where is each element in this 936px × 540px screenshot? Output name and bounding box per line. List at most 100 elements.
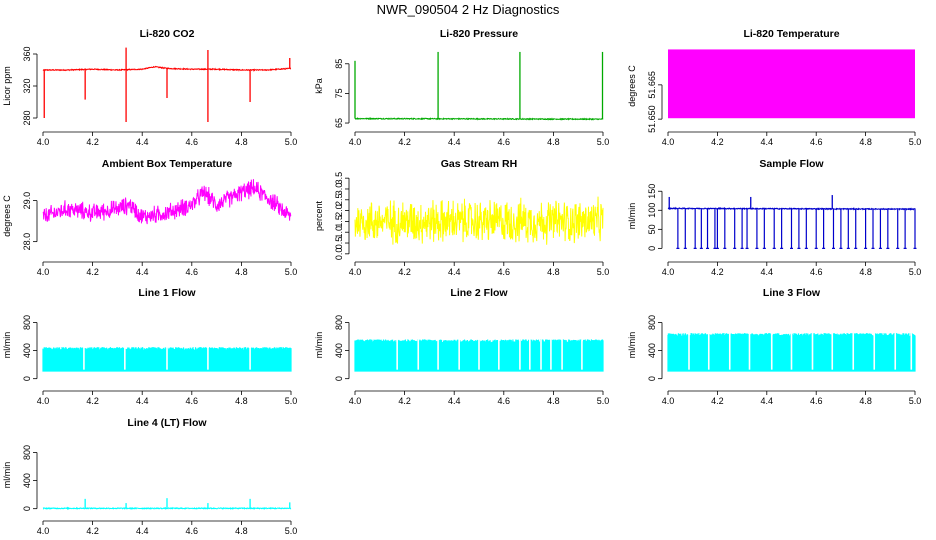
- data-series: [354, 116, 604, 121]
- chart-title: Line 3 Flow: [763, 287, 821, 299]
- chart-title: Line 4 (LT) Flow: [127, 417, 207, 429]
- chart-title: Sample Flow: [759, 158, 824, 170]
- x-tick-label: 5.0: [909, 267, 922, 277]
- data-series: [42, 179, 292, 225]
- x-tick-label: 4.8: [547, 396, 560, 406]
- x-tick-label: 4.2: [86, 396, 99, 406]
- plot-data: [42, 347, 292, 372]
- x-tick-label: 4.6: [810, 137, 823, 147]
- x-tick-label: 4.6: [810, 396, 823, 406]
- x-tick-label: 4.6: [186, 396, 199, 406]
- y-axis-label: degrees C: [2, 195, 12, 237]
- plot-data: [42, 179, 292, 225]
- x-tick-label: 4.0: [662, 137, 675, 147]
- x-tick-label: 4.4: [136, 526, 149, 536]
- x-tick-label: 4.0: [349, 396, 362, 406]
- plot-data: [354, 196, 604, 245]
- x-tick-label: 4.2: [398, 267, 411, 277]
- y-tick-label: 280: [22, 110, 32, 125]
- chart-title: Line 2 Flow: [450, 287, 508, 299]
- plot-data: [42, 498, 292, 511]
- plot-data: [667, 333, 916, 372]
- y-axis-label: degrees C: [627, 65, 637, 107]
- y-tick-label: 3.5: [334, 172, 344, 185]
- y-tick-label: 320: [22, 78, 32, 93]
- x-tick-label: 4.2: [711, 267, 724, 277]
- x-tick-label: 5.0: [285, 396, 298, 406]
- x-tick-label: 4.8: [235, 526, 248, 536]
- y-tick-label: 100: [647, 203, 657, 218]
- y-axis-label: ml/min: [627, 203, 637, 230]
- x-tick-label: 4.8: [859, 396, 872, 406]
- x-tick-label: 4.6: [498, 267, 511, 277]
- plot-data: [42, 47, 292, 122]
- x-tick-label: 4.4: [761, 396, 774, 406]
- x-tick-label: 4.2: [398, 396, 411, 406]
- x-tick-label: 4.2: [86, 526, 99, 536]
- y-tick-label: 0: [22, 506, 32, 511]
- x-tick-label: 4.2: [398, 137, 411, 147]
- y-tick-label: 2.5: [334, 194, 344, 207]
- y-tick-label: 800: [334, 315, 344, 330]
- y-axis-label: ml/min: [627, 332, 637, 359]
- x-tick-label: 4.4: [448, 267, 461, 277]
- x-tick-label: 4.0: [37, 396, 50, 406]
- x-tick-label: 4.8: [859, 267, 872, 277]
- y-tick-label: 2.0: [334, 204, 344, 217]
- chart-panel: Line 4 (LT) Flow ml/min 4.0 4.2 4.4 4.6 4.8 5.0…: [2, 417, 297, 536]
- x-tick-label: 4.6: [498, 137, 511, 147]
- x-tick-label: 4.8: [547, 137, 560, 147]
- plot-data: [667, 195, 917, 249]
- chart-panel: Li-820 Temperature degrees C 4.0 4.2 4.4 4.6 4…: [627, 28, 921, 147]
- y-axis-label: ml/min: [314, 332, 324, 359]
- y-tick-label: 65: [334, 118, 344, 128]
- x-tick-label: 4.0: [37, 267, 50, 277]
- x-tick-label: 5.0: [597, 396, 610, 406]
- chart-panel: Li-820 CO2 Licor ppm 4.0 4.2 4.4 4.6 4.8 5.0 280…: [2, 28, 297, 147]
- y-tick-label: 51.665: [647, 71, 657, 99]
- x-tick-label: 4.8: [547, 267, 560, 277]
- y-tick-label: 28.0: [22, 233, 32, 251]
- y-tick-label: 150: [647, 184, 657, 199]
- y-axis-label: percent: [314, 200, 324, 231]
- y-tick-label: 400: [22, 343, 32, 358]
- plot-data: [354, 339, 604, 372]
- x-tick-label: 4.6: [186, 526, 199, 536]
- x-tick-label: 4.0: [349, 267, 362, 277]
- y-axis-label: ml/min: [2, 462, 12, 489]
- y-tick-label: 0: [334, 376, 344, 381]
- x-tick-label: 5.0: [597, 137, 610, 147]
- y-tick-label: 400: [334, 343, 344, 358]
- x-tick-label: 4.6: [186, 267, 199, 277]
- y-tick-label: 85: [334, 59, 344, 69]
- x-tick-label: 4.4: [761, 267, 774, 277]
- x-tick-label: 4.0: [37, 137, 50, 147]
- x-tick-label: 4.4: [448, 137, 461, 147]
- x-tick-label: 5.0: [909, 137, 922, 147]
- plot-data: [354, 51, 604, 121]
- y-tick-label: 0.5: [334, 237, 344, 250]
- y-tick-label: 3.0: [334, 183, 344, 196]
- x-tick-label: 4.2: [711, 137, 724, 147]
- x-tick-label: 4.6: [186, 137, 199, 147]
- y-tick-label: 800: [22, 445, 32, 460]
- data-band: [668, 49, 915, 119]
- y-tick-label: 1.0: [334, 226, 344, 239]
- y-tick-label: 1.5: [334, 215, 344, 228]
- x-tick-label: 5.0: [285, 526, 298, 536]
- y-tick-label: 0: [22, 376, 32, 381]
- chart-title: Li-820 Pressure: [440, 28, 518, 40]
- y-tick-label: 800: [22, 315, 32, 330]
- chart-panel: Line 2 Flow ml/min 4.0 4.2 4.4 4.6 4.8 5.0 0 400 8…: [314, 287, 609, 406]
- chart-title: Li-820 CO2: [140, 28, 195, 40]
- figure-title: NWR_090504 2 Hz Diagnostics: [377, 2, 560, 17]
- chart-panel: Ambient Box Temperature degrees C 4.0 4.2 4.…: [2, 158, 297, 277]
- x-tick-label: 4.0: [349, 137, 362, 147]
- x-tick-label: 4.4: [448, 396, 461, 406]
- x-tick-label: 4.6: [498, 396, 511, 406]
- x-tick-label: 4.8: [235, 267, 248, 277]
- y-axis-label: kPa: [314, 78, 324, 94]
- chart-panel: Sample Flow ml/min 4.0 4.2 4.4 4.6 4.8 5.0 0 50 10…: [627, 158, 921, 277]
- x-tick-label: 4.8: [235, 396, 248, 406]
- chart-title: Line 1 Flow: [138, 287, 196, 299]
